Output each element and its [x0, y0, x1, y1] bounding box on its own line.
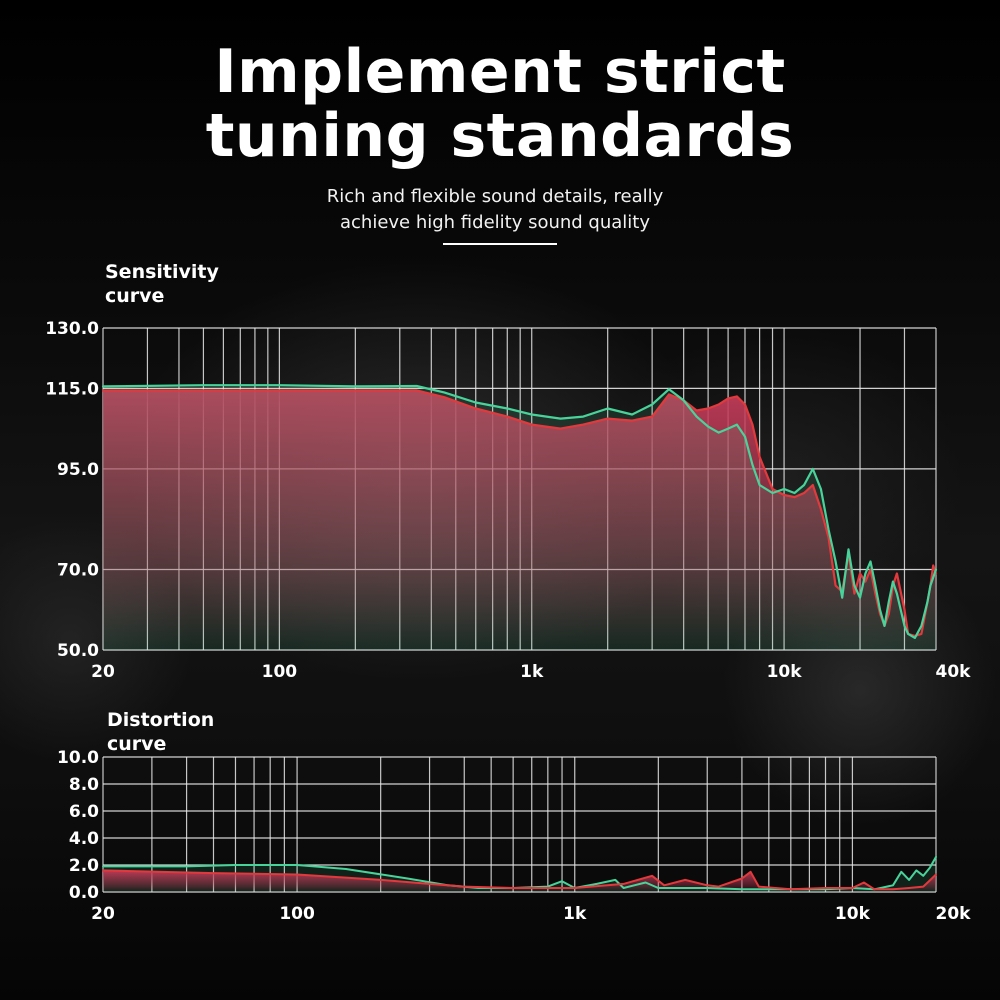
sensitivity-x-tick-label: 1k	[520, 662, 544, 682]
distortion-x-tick-label: 1k	[563, 904, 587, 924]
sensitivity-series-line-red	[101, 389, 938, 637]
headline-line-1: Implement strict	[214, 37, 786, 107]
sensitivity-x-tick-label: 20	[91, 662, 115, 682]
sensitivity-y-tick-label: 70.0	[57, 561, 99, 581]
sensitivity-series-line-green	[101, 384, 938, 639]
distortion-x-tick-label: 20	[91, 904, 115, 924]
distortion-x-tick-label: 10k	[835, 904, 871, 924]
sensitivity-x-tick-label: 100	[262, 662, 298, 682]
subtitle-line-2: achieve high fidelity sound quality	[339, 212, 651, 233]
subtitle-line-1: Rich and flexible sound details, really	[326, 186, 664, 207]
sensitivity-y-tick-label: 115.0	[45, 379, 99, 399]
sensitivity-y-tick-label: 50.0	[57, 641, 99, 661]
sensitivity-chart: 130.0 115.0 95.0 70.0 50.020 100 1k 10k 40k	[45, 319, 971, 682]
sensitivity-title-line-1: Sensitivity	[105, 261, 219, 283]
distortion-y-tick-label: 0.0	[69, 883, 99, 903]
distortion-tick-labels: 10.0 8.0 6.0 4.0 2.0 0.020 100 1k 10k 20k	[57, 748, 971, 924]
sensitivity-x-tick-label: 40k	[936, 662, 972, 682]
subtitle: Rich and flexible sound details, really …	[0, 184, 990, 236]
sensitivity-x-tick-label: 10k	[767, 662, 803, 682]
distortion-series-group	[102, 855, 937, 892]
sensitivity-y-tick-label: 130.0	[45, 319, 99, 339]
distortion-chart-title: Distortion curve	[107, 708, 307, 756]
headline: Implement strict tuning standards	[0, 40, 1000, 168]
distortion-chart: 10.0 8.0 6.0 4.0 2.0 0.020 100 1k 10k 20k	[57, 748, 971, 924]
distortion-y-tick-label: 8.0	[69, 775, 99, 795]
sensitivity-green-area	[103, 385, 936, 650]
distortion-series-line-green	[102, 855, 937, 891]
title-divider	[443, 243, 557, 245]
distortion-y-tick-label: 4.0	[69, 829, 99, 849]
sensitivity-y-tick-label: 95.0	[57, 460, 99, 480]
sensitivity-title-line-2: curve	[105, 285, 165, 307]
distortion-x-tick-label: 20k	[936, 904, 972, 924]
distortion-y-tick-label: 6.0	[69, 802, 99, 822]
distortion-series-line-red	[102, 869, 937, 891]
distortion-title-line-2: curve	[107, 733, 167, 755]
sensitivity-series-group	[101, 384, 938, 650]
sensitivity-tick-labels: 130.0 115.0 95.0 70.0 50.020 100 1k 10k 40k	[45, 319, 971, 682]
headline-line-2: tuning standards	[205, 101, 795, 171]
distortion-x-tick-label: 100	[279, 904, 315, 924]
sensitivity-chart-title: Sensitivity curve	[105, 260, 305, 308]
distortion-y-tick-label: 2.0	[69, 856, 99, 876]
distortion-title-line-1: Distortion	[107, 709, 215, 731]
sensitivity-area-fill	[103, 390, 936, 650]
distortion-y-tick-label: 10.0	[57, 748, 99, 768]
